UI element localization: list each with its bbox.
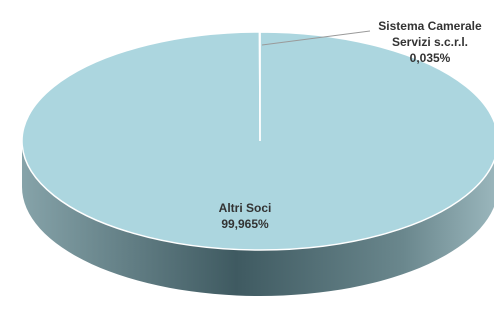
- pie-slice: [21, 31, 494, 251]
- category-label: Altri Soci: [218, 201, 272, 215]
- value-label: 0,035%: [409, 51, 451, 65]
- slice-label: Altri Soci 99,965%: [190, 200, 300, 232]
- pie-side: [22, 141, 494, 296]
- leader-line: [261, 30, 371, 46]
- pie-slice: [258, 31, 261, 142]
- slice-label: Sistema Camerale Servizi s.c.r.l. 0,035%: [372, 18, 488, 66]
- value-label: 99,965%: [221, 217, 269, 231]
- category-label: Sistema Camerale Servizi s.c.r.l.: [378, 19, 482, 49]
